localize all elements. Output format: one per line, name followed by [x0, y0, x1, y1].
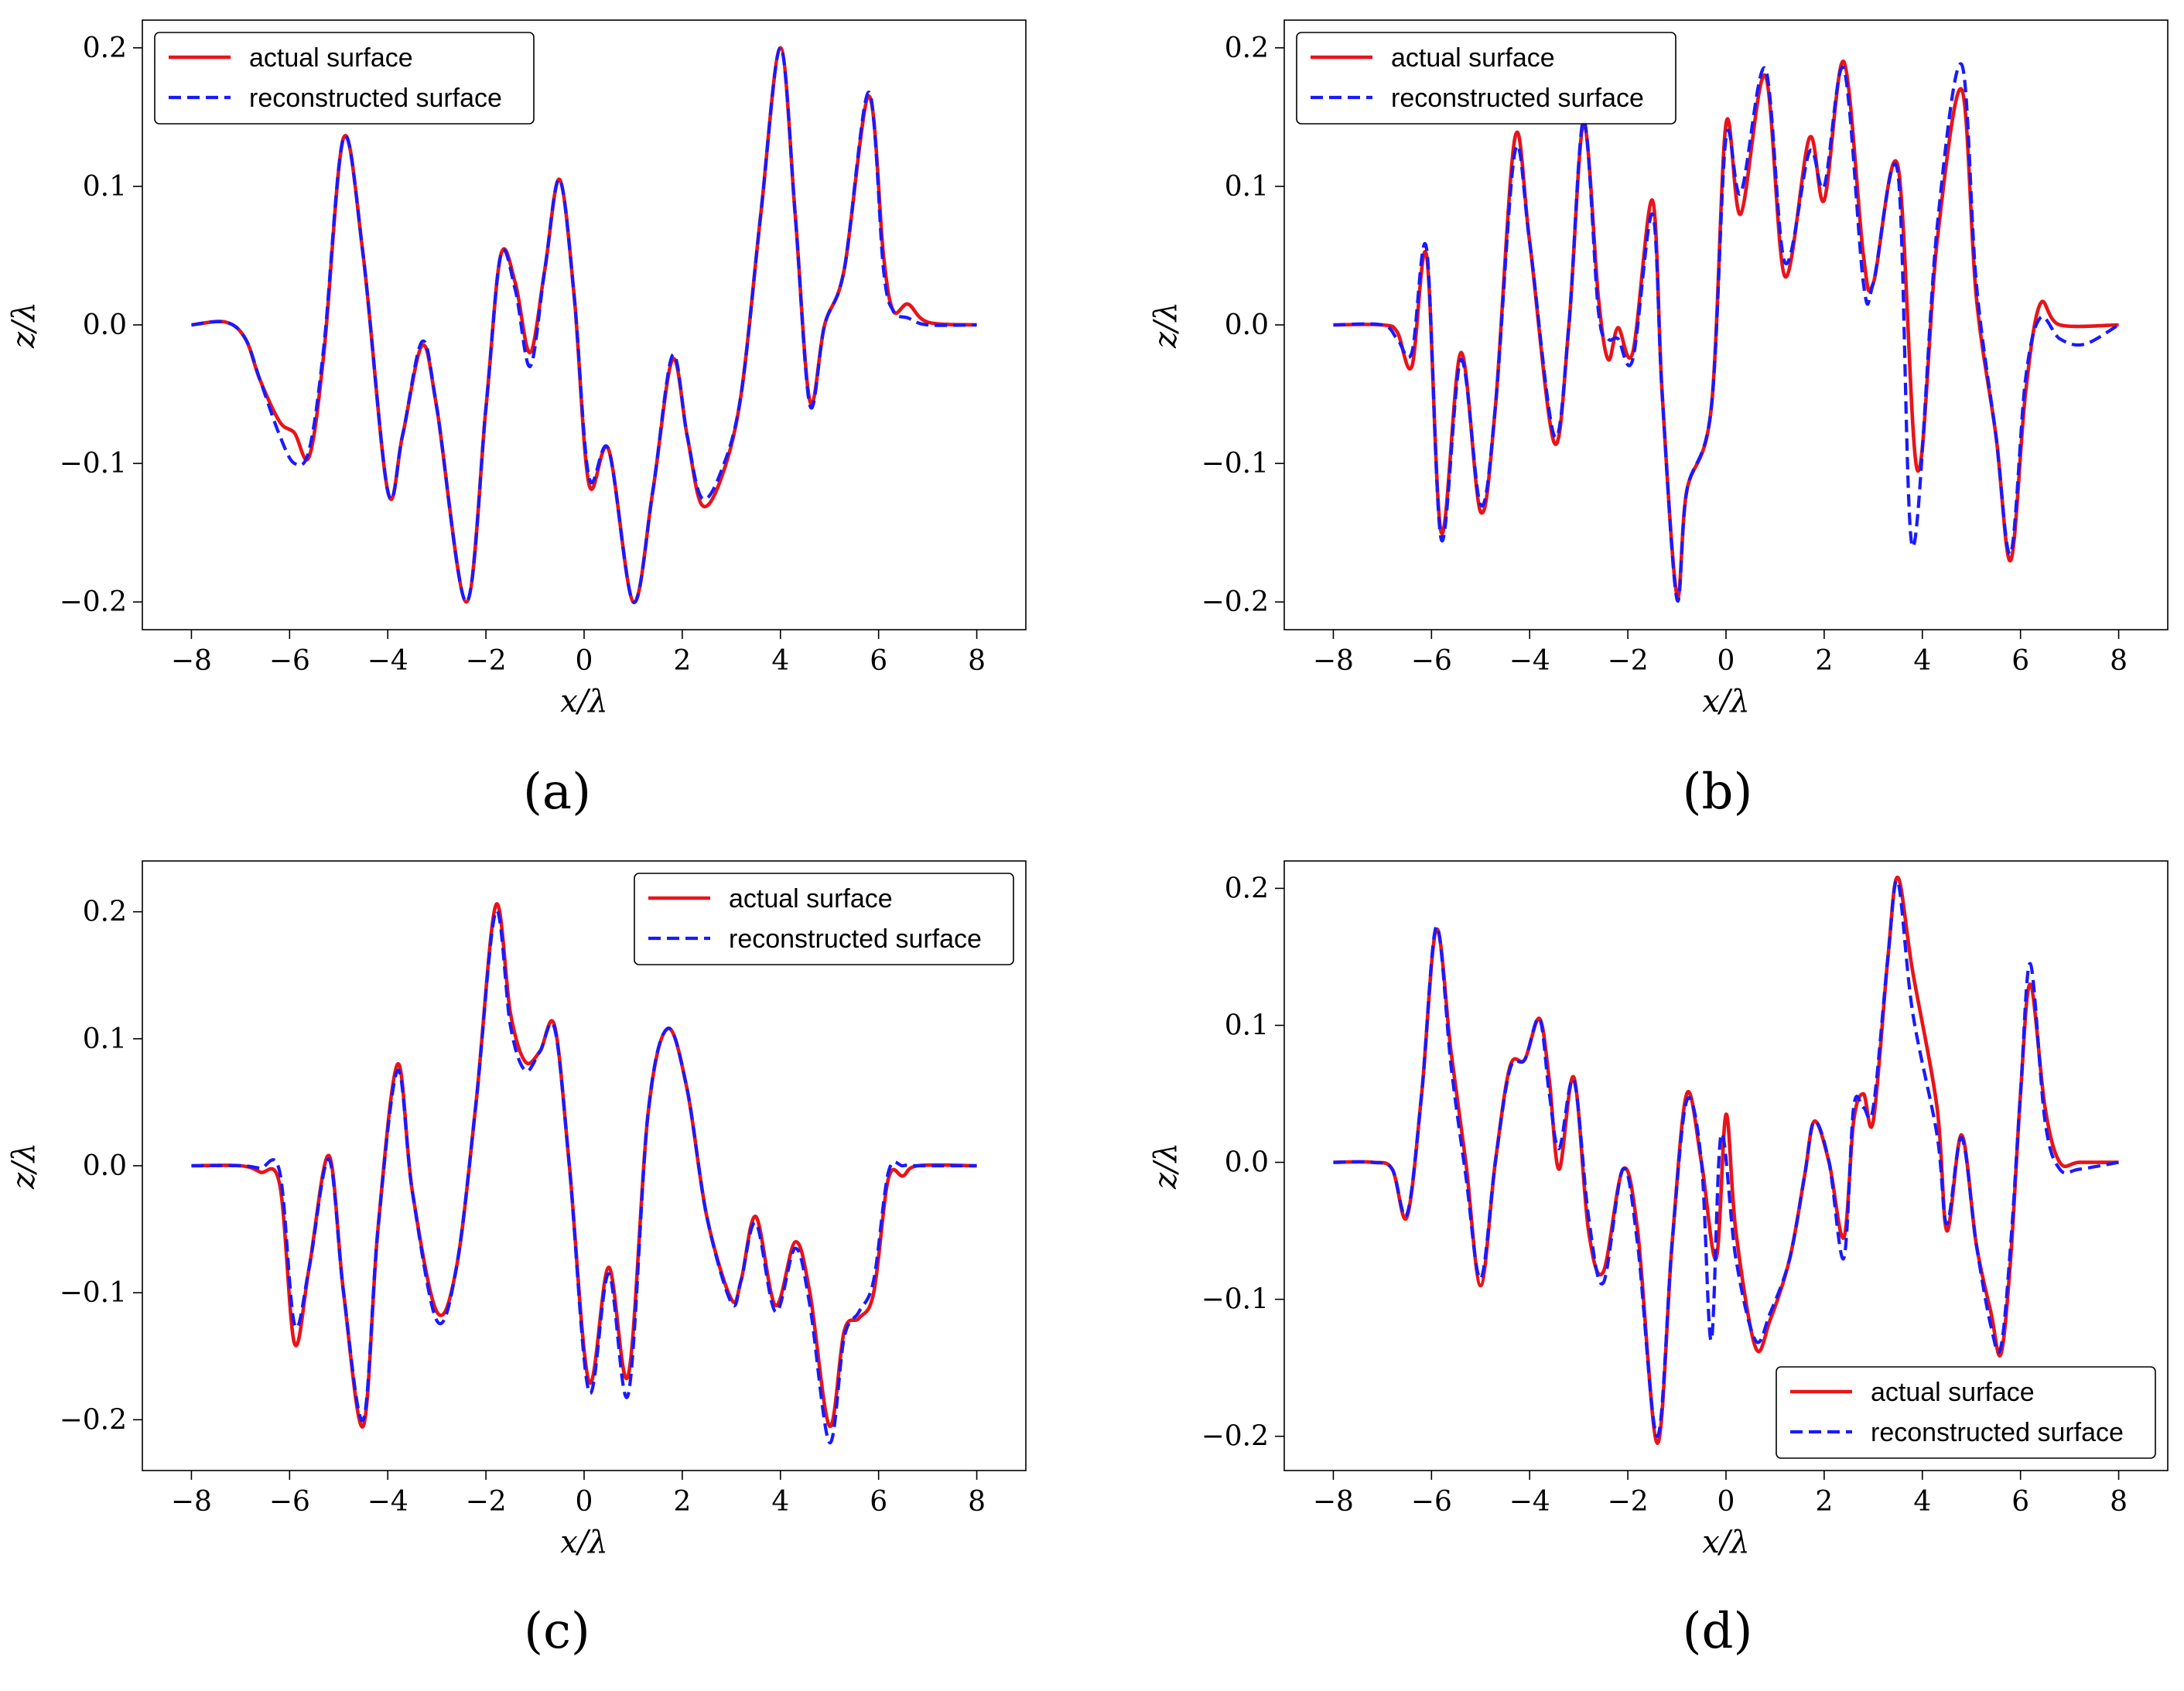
y-tick-label: 0.2 — [1225, 873, 1269, 904]
y-tick-label: 0.0 — [1225, 1147, 1269, 1179]
x-tick-label: 2 — [1815, 645, 1833, 677]
x-tick-label: 8 — [2110, 645, 2128, 677]
legend-label: actual surface — [1871, 1378, 2035, 1407]
series-actual-surface — [191, 46, 977, 604]
y-tick-label: −0.1 — [60, 448, 127, 480]
series-reconstructed-surface — [191, 46, 977, 604]
legend-label: reconstructed surface — [1871, 1418, 2124, 1447]
legend-label: reconstructed surface — [249, 84, 502, 113]
x-tick-label: 8 — [968, 645, 986, 677]
x-tick-label: 6 — [870, 1486, 887, 1518]
panel-d: −8 −6 −4 −2 0 2 4 6 8 −0.2 −0.1 0.0 0.1 0.2 x/λ z/λ actu… — [1148, 860, 2169, 1660]
x-tick-label: −2 — [1608, 645, 1649, 677]
x-tick-label: −4 — [367, 645, 408, 677]
legend-label: actual surface — [729, 884, 893, 914]
x-axis-label: x/λ — [1702, 1525, 1749, 1560]
y-axis-label: z/λ — [6, 1143, 42, 1190]
panel-b: −8 −6 −4 −2 0 2 4 6 8 −0.2 −0.1 0.0 0.1 0.2 x/λ z/λ actu… — [1148, 19, 2169, 821]
panel-a: −8 −6 −4 −2 0 2 4 6 8 −0.2 −0.1 0.0 0.1 0.2 x/λ z/λ actu… — [6, 19, 1027, 821]
x-tick-label: −8 — [1313, 645, 1354, 677]
x-tick-label: 4 — [1913, 645, 1931, 677]
series-reconstructed-surface — [1333, 62, 2120, 603]
x-tick-label: −6 — [1411, 645, 1452, 677]
panel-caption: (a) — [523, 764, 591, 821]
x-tick-label: 0 — [1717, 1486, 1735, 1518]
x-tick-label: −6 — [269, 1486, 310, 1518]
x-tick-label: −4 — [1509, 645, 1550, 677]
series-reconstructed-surface — [191, 909, 977, 1445]
legend: actual surface reconstructed surface — [634, 873, 1014, 965]
x-tick-label: 6 — [870, 645, 887, 677]
x-tick-label: 2 — [1815, 1486, 1833, 1518]
legend: actual surface reconstructed surface — [1296, 32, 1676, 125]
panel-caption: (b) — [1683, 764, 1753, 821]
y-tick-label: 0.1 — [1225, 171, 1269, 203]
x-tick-label: −2 — [466, 645, 507, 677]
x-tick-label: −8 — [171, 1486, 212, 1518]
x-tick-label: 8 — [2110, 1486, 2128, 1518]
x-tick-label: −2 — [1608, 1486, 1649, 1518]
legend-box — [1776, 1366, 2156, 1459]
y-tick-label: 0.2 — [83, 897, 127, 928]
x-axis-label: x/λ — [1702, 684, 1749, 719]
y-axis-label: z/λ — [1148, 1143, 1184, 1190]
x-tick-label: 4 — [1913, 1486, 1931, 1518]
y-tick-label: 0.2 — [1225, 32, 1269, 64]
series-reconstructed-surface — [1333, 878, 2119, 1438]
y-tick-label: 0.1 — [1225, 1009, 1269, 1041]
y-tick-label: −0.1 — [60, 1277, 127, 1309]
y-tick-label: 0.1 — [83, 171, 127, 203]
x-tick-label: −8 — [1313, 1486, 1354, 1518]
y-tick-label: −0.1 — [1201, 1284, 1269, 1316]
legend-box — [154, 32, 535, 125]
x-tick-label: 0 — [576, 645, 593, 677]
legend: actual surface reconstructed surface — [154, 32, 535, 125]
x-tick-label: 2 — [673, 1486, 691, 1518]
x-tick-label: 6 — [2011, 1486, 2029, 1518]
panel-caption: (d) — [1683, 1603, 1753, 1660]
x-tick-label: 6 — [2011, 645, 2029, 677]
y-tick-label: 0.0 — [83, 1150, 127, 1182]
panel-caption: (c) — [524, 1603, 590, 1660]
panel-c: −8 −6 −4 −2 0 2 4 6 8 −0.2 −0.1 0.0 0.1 0.2 x/λ z/λ actu… — [6, 860, 1027, 1660]
x-tick-label: −4 — [367, 1486, 408, 1518]
x-axis-label: x/λ — [560, 1525, 607, 1560]
legend-box — [634, 873, 1014, 965]
y-tick-label: −0.2 — [60, 1404, 127, 1436]
x-tick-label: −6 — [269, 645, 310, 677]
legend: actual surface reconstructed surface — [1776, 1366, 2156, 1459]
y-tick-label: −0.1 — [1201, 448, 1269, 480]
y-tick-label: 0.2 — [83, 32, 127, 64]
legend-label: reconstructed surface — [729, 924, 982, 954]
y-tick-label: −0.2 — [1201, 586, 1269, 618]
legend-label: actual surface — [1391, 43, 1555, 73]
legend-label: actual surface — [249, 43, 413, 73]
y-tick-label: 0.0 — [1225, 309, 1269, 341]
y-tick-label: 0.1 — [83, 1023, 127, 1055]
x-tick-label: −4 — [1509, 1486, 1550, 1518]
x-tick-label: 4 — [771, 1486, 789, 1518]
x-axis-label: x/λ — [560, 684, 607, 719]
legend-label: reconstructed surface — [1391, 84, 1644, 113]
x-tick-label: 8 — [968, 1486, 986, 1518]
x-tick-label: −8 — [171, 645, 212, 677]
x-tick-label: 4 — [771, 645, 789, 677]
x-tick-label: −2 — [466, 1486, 507, 1518]
legend-box — [1296, 32, 1676, 125]
x-tick-label: 2 — [673, 645, 691, 677]
y-axis-label: z/λ — [6, 302, 42, 349]
x-tick-label: 0 — [1717, 645, 1735, 677]
x-tick-label: −6 — [1411, 1486, 1452, 1518]
y-tick-label: −0.2 — [60, 586, 127, 618]
y-tick-label: 0.0 — [83, 309, 127, 341]
x-tick-label: 0 — [576, 1486, 593, 1518]
y-tick-label: −0.2 — [1201, 1421, 1269, 1453]
y-axis-label: z/λ — [1148, 302, 1184, 349]
